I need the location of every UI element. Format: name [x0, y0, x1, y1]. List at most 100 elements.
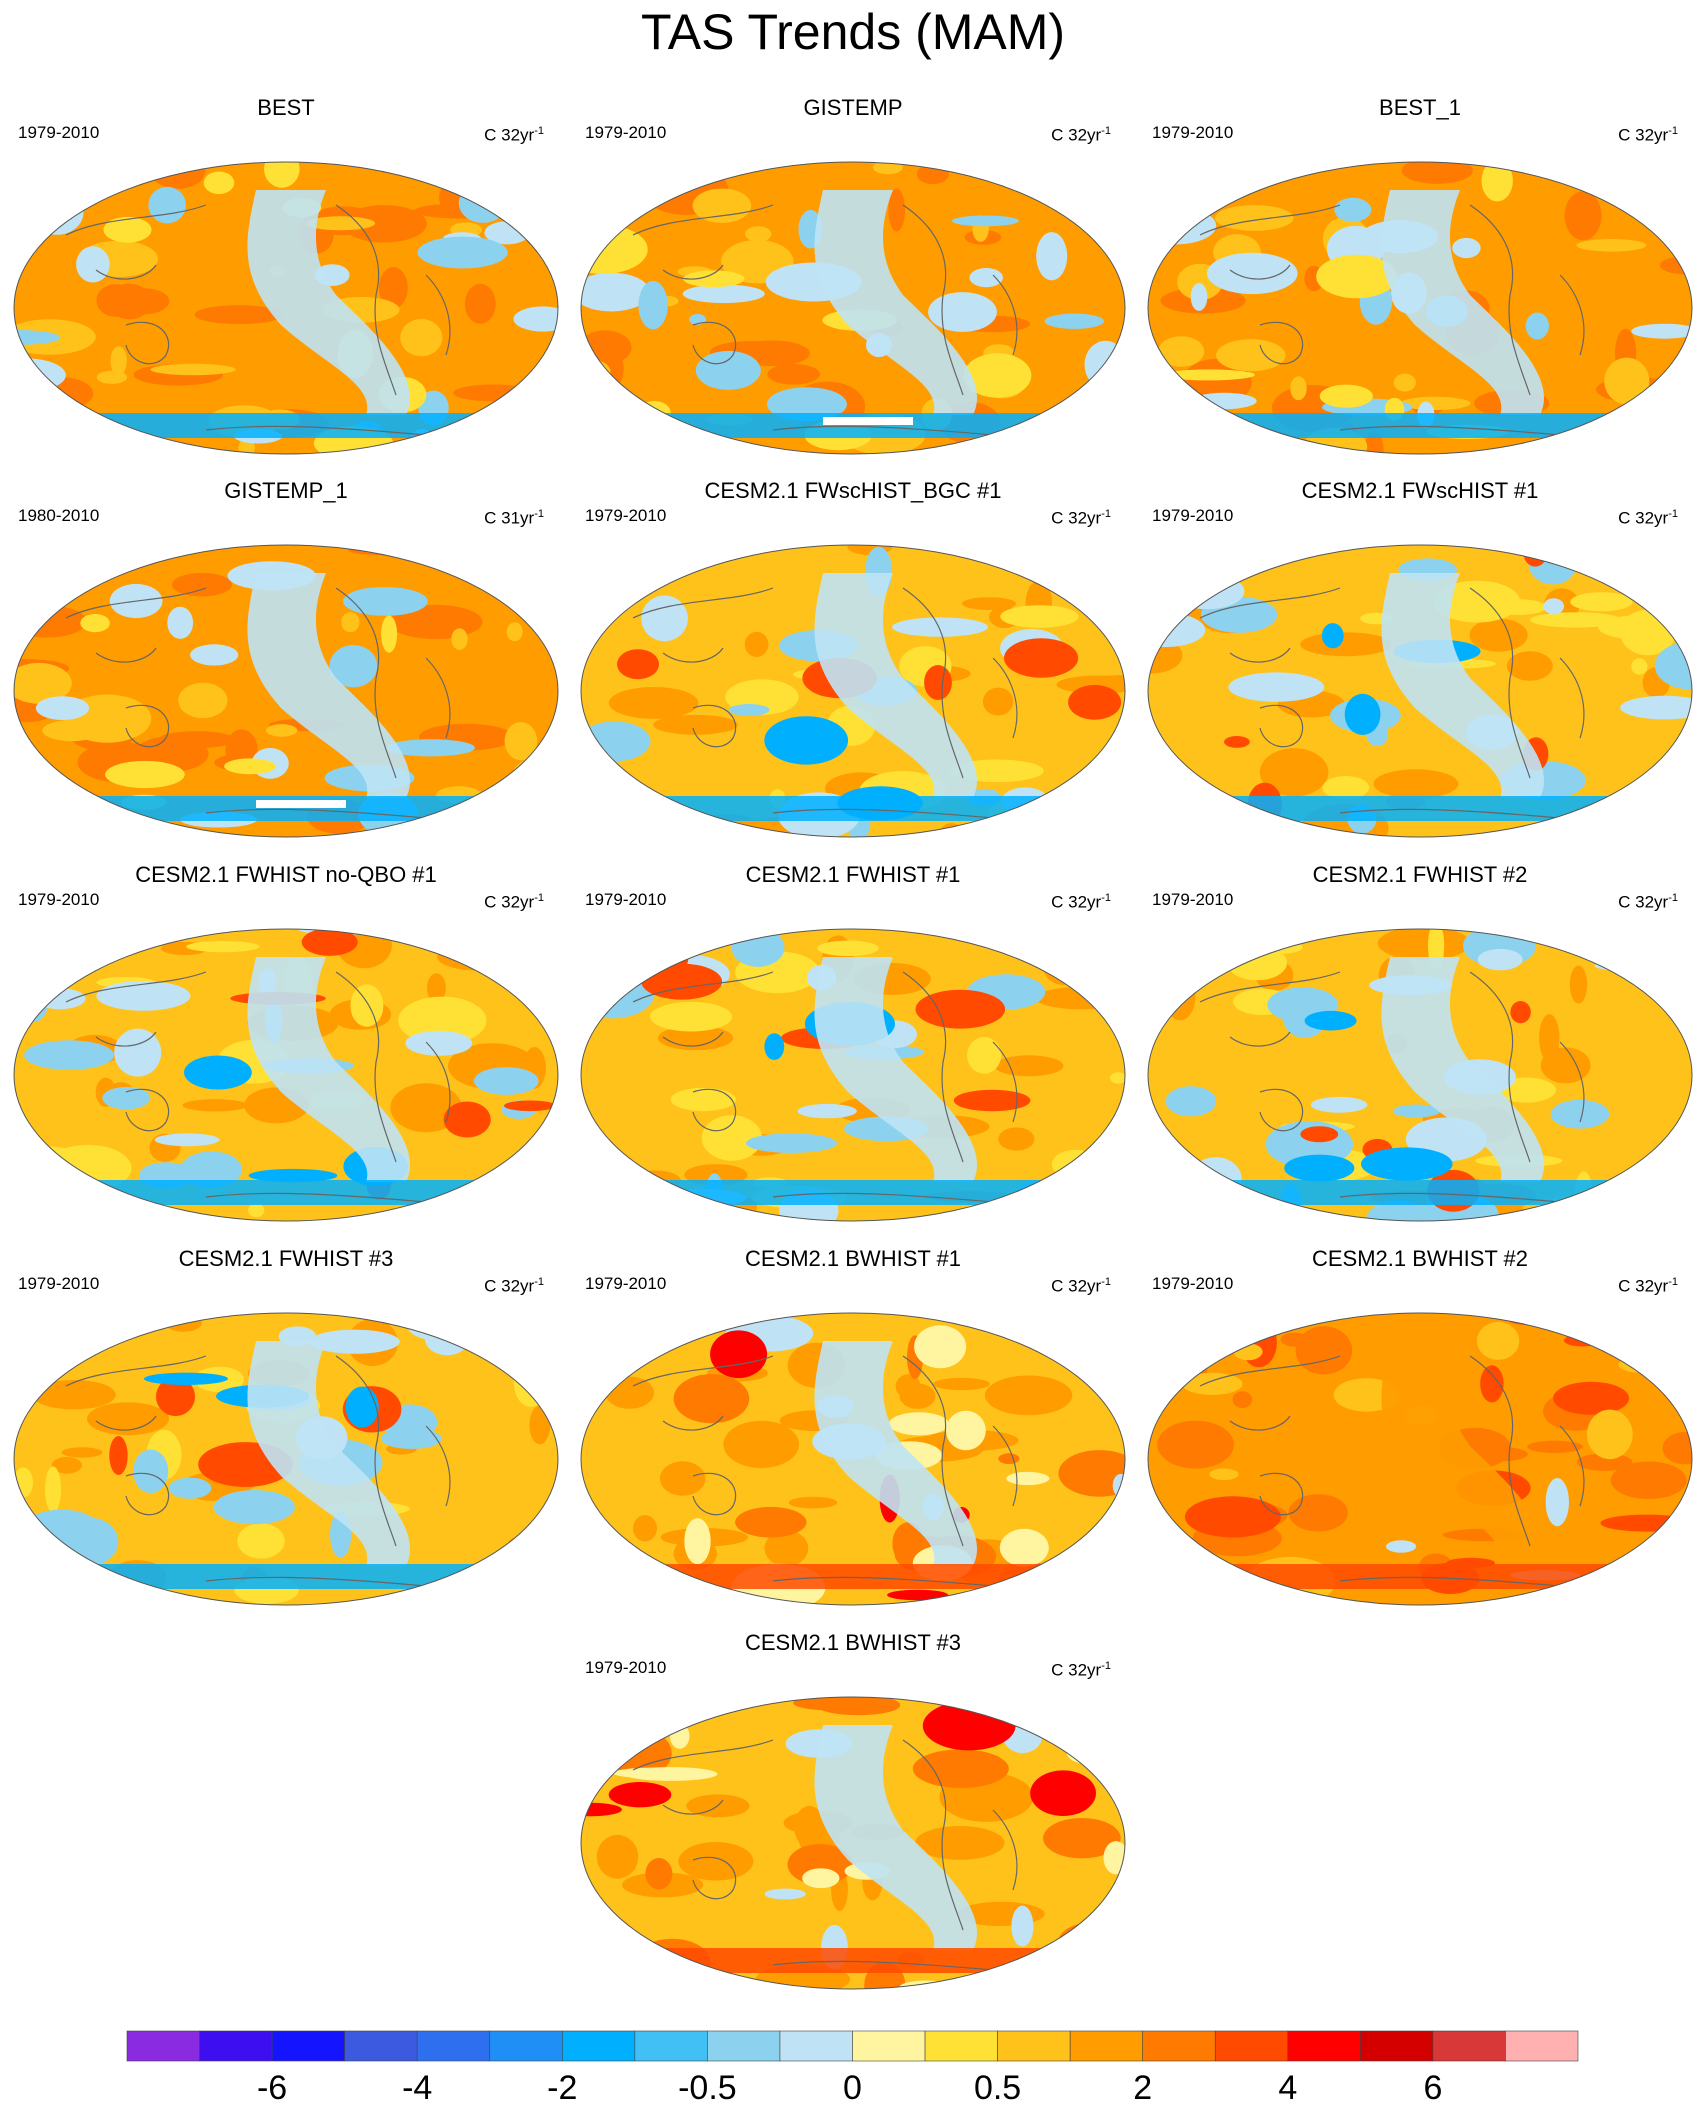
trend-contour: [61, 1447, 103, 1458]
trend-contour: [1523, 545, 1547, 567]
coastline: [65, 971, 451, 1203]
trend-contour: [710, 1330, 768, 1378]
trend-contour: [641, 963, 723, 1000]
trend-contour: [633, 1515, 657, 1542]
trend-contour: [745, 1133, 837, 1153]
trend-contour: [1506, 651, 1553, 681]
trend-contour: [1232, 807, 1252, 837]
trend-map: [580, 928, 1126, 1222]
trend-contour: [1228, 672, 1325, 702]
map-border: [580, 544, 1126, 838]
units-exponent: -1: [1668, 1276, 1678, 1288]
trend-contour: [1452, 237, 1481, 259]
trend-contour: [350, 984, 384, 1027]
panel-units: C 31yr-1: [484, 504, 544, 529]
trend-contour: [1631, 323, 1692, 339]
trend-contour: [168, 1477, 212, 1499]
trend-contour: [670, 1087, 736, 1112]
panel-period: 1979-2010: [1152, 506, 1234, 525]
map-panel: CESM2.1 FWscHIST_BGC #1 1979-2010 C 32yr-1: [573, 478, 1133, 858]
trend-contour: [1610, 1461, 1687, 1500]
trend-contour: [1182, 1372, 1243, 1395]
panel-units: C 32yr-1: [484, 1272, 544, 1297]
units-exponent: -1: [1101, 892, 1111, 904]
colorbar-box: [344, 2030, 418, 2062]
trend-contour: [581, 416, 632, 454]
map-panel: CESM2.1 FWHIST #2 1979-2010 C 32yr-1: [1140, 862, 1700, 1242]
units-text: C 31yr: [484, 508, 535, 528]
trend-contour: [1259, 748, 1329, 797]
trend-contour: [133, 1449, 169, 1494]
pacific-trend-region: [814, 1725, 977, 1950]
trend-contour: [583, 592, 607, 637]
pacific-trend-region: [1381, 957, 1544, 1182]
trend-contour: [341, 205, 427, 243]
trend-contour: [1620, 695, 1692, 720]
trend-map: [13, 1312, 559, 1606]
southern-band: [581, 1180, 1125, 1205]
trend-contour: [1316, 254, 1397, 299]
panel-units: C 32yr-1: [1051, 121, 1111, 146]
trend-contour: [345, 1386, 379, 1428]
trend-contour: [1393, 373, 1416, 392]
units-text: C 32yr: [1051, 1660, 1102, 1680]
trend-contour: [731, 929, 785, 967]
panel-units: C 32yr-1: [1618, 504, 1678, 529]
trend-contour: [1189, 1157, 1242, 1201]
pacific-trend-region: [1381, 1341, 1544, 1566]
trend-contour: [1373, 769, 1459, 799]
trend-contour: [581, 412, 603, 425]
panel-period: 1979-2010: [1152, 1274, 1234, 1293]
panel-title: CESM2.1 FWscHIST #1: [1301, 478, 1539, 503]
panel-period: 1979-2010: [18, 123, 100, 142]
panel-title: CESM2.1 FWscHIST_BGC #1: [704, 478, 1002, 503]
trend-contour: [1642, 1160, 1659, 1182]
trend-contour: [744, 631, 769, 657]
pacific-trend-region: [247, 573, 410, 798]
trend-contour: [203, 171, 235, 195]
trend-contour: [1644, 400, 1692, 413]
trend-contour: [1035, 986, 1125, 1010]
trend-contour: [1361, 1147, 1453, 1181]
trend-contour: [74, 929, 121, 940]
trend-contour: [76, 246, 110, 283]
trend-contour: [1014, 1317, 1105, 1339]
trend-contour: [678, 1842, 754, 1881]
trend-contour: [1072, 413, 1125, 438]
trend-contour: [1077, 789, 1125, 836]
trend-contour: [915, 1826, 1005, 1860]
trend-contour: [766, 387, 847, 422]
trend-contour: [899, 1383, 936, 1409]
trend-contour: [1148, 236, 1158, 267]
trend-contour: [400, 318, 443, 357]
trend-contour: [1290, 376, 1307, 401]
trend-contour: [1322, 776, 1370, 800]
trend-contour: [984, 1375, 1073, 1416]
trend-contour: [659, 1461, 706, 1496]
trend-contour: [1066, 1736, 1099, 1764]
trend-contour: [695, 350, 761, 390]
panel-period: 1979-2010: [585, 1274, 667, 1293]
trend-contour: [887, 1589, 949, 1601]
panel-title: CESM2.1 FWHIST no-QBO #1: [135, 862, 437, 887]
map-border: [580, 1312, 1126, 1606]
map-panel: CESM2.1 BWHIST #2 1979-2010 C 32yr-1: [1140, 1246, 1700, 1626]
trend-contour: [1041, 551, 1078, 583]
map-border: [13, 161, 559, 455]
units-text: C 32yr: [484, 125, 535, 145]
trend-contour: [1150, 795, 1185, 810]
panel-period: 1980-2010: [18, 506, 100, 525]
trend-contour: [506, 622, 523, 642]
trend-contour: [1563, 1592, 1645, 1605]
units-text: C 32yr: [1051, 125, 1102, 145]
map-panel: CESM2.1 FWHIST #1 1979-2010 C 32yr-1: [573, 862, 1133, 1242]
units-text: C 32yr: [1618, 508, 1669, 528]
trend-contour: [1632, 545, 1692, 571]
trend-contour: [1165, 1086, 1217, 1117]
trend-contour: [1030, 1770, 1096, 1816]
trend-map: [13, 544, 559, 838]
trend-contour: [999, 1528, 1049, 1567]
trend-contour: [14, 1467, 34, 1498]
trend-contour: [728, 704, 770, 716]
panel-period: 1979-2010: [18, 1274, 100, 1293]
